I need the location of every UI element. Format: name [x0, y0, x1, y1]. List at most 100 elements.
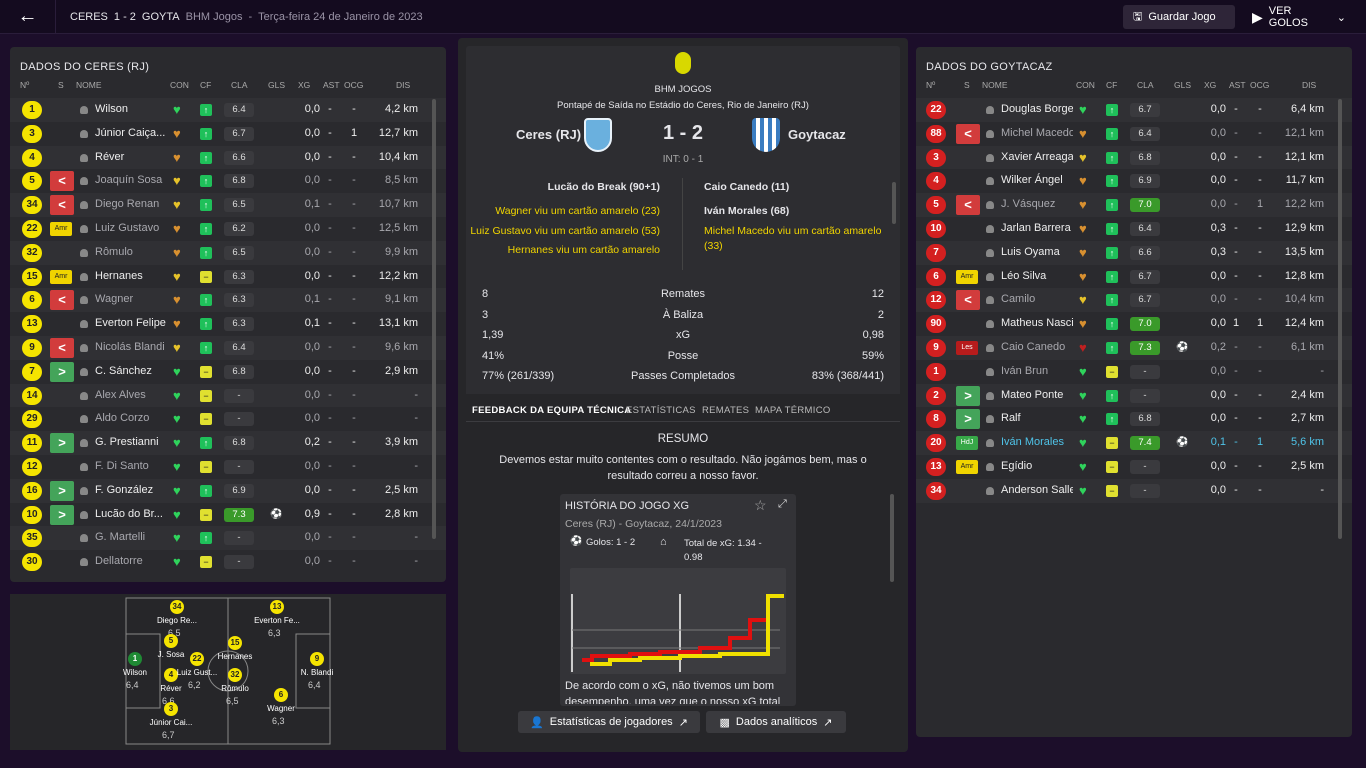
player-row[interactable]: 10 > Lucão do Br... ♥ −7.3 ⚽ 0,9- -2,8 km — [10, 503, 446, 527]
player-name[interactable]: Everton Felipe — [95, 317, 166, 330]
player-row[interactable]: 8 > Ralf ♥ ↑ 6.8 0,0- -2,7 km — [916, 407, 1352, 431]
player-row[interactable]: 14 Alex Alves ♥ − -0,0- - - — [10, 383, 446, 408]
star-icon[interactable]: ☆ — [754, 497, 767, 513]
player-name[interactable]: Michel Macedo — [1001, 126, 1073, 139]
player-row[interactable]: 13 Everton Felipe ♥ ↑ 6.3 0,1- -13,1 km — [10, 312, 446, 336]
table-scrollbar[interactable] — [1338, 99, 1342, 539]
player-name[interactable]: Alex Alves — [95, 388, 146, 401]
player-name[interactable]: Wagner — [95, 293, 134, 306]
player-name[interactable]: Rômulo — [95, 245, 133, 258]
player-name[interactable]: Xavier Arreaga — [1001, 150, 1073, 163]
player-row[interactable]: 35 G. Martelli ♥ ↑ -0,0- - - — [10, 526, 446, 551]
player-name[interactable]: Réver — [95, 150, 125, 163]
tab-3[interactable]: MAPA TÉRMICO — [755, 405, 831, 416]
back-arrow-icon[interactable]: ← — [0, 0, 56, 34]
player-row[interactable]: 1 Iván Brun ♥ − -0,0- - - — [916, 360, 1352, 384]
player-row[interactable]: 6 < Wagner ♥ ↑ 6.3 0,1- -9,1 km — [10, 288, 446, 313]
player-name[interactable]: Caio Canedo — [1001, 341, 1066, 353]
pitch-player-number[interactable]: 5 — [164, 634, 178, 648]
player-name[interactable]: F. González — [95, 483, 154, 496]
view-goals-button[interactable]: ▶ VER GOLOS ⌄ — [1242, 5, 1356, 29]
player-row[interactable]: 29 Aldo Corzo ♥ − -0,0- - - — [10, 407, 446, 431]
player-row[interactable]: 2 > Mateo Ponte ♥ ↑ -0,0- -2,4 km — [916, 383, 1352, 408]
save-game-button[interactable]: 🖫 Guardar Jogo — [1123, 5, 1235, 29]
player-row[interactable]: 88 < Michel Macedo ♥ ↑ 6.4 0,0- -12,1 km — [916, 122, 1352, 146]
pitch-player-number[interactable]: 6 — [274, 688, 288, 702]
player-name[interactable]: Ralf — [1001, 412, 1021, 425]
player-name[interactable]: Anderson Salles — [1001, 483, 1073, 496]
player-name[interactable]: Nicolás Blandi — [95, 341, 165, 353]
player-name[interactable]: Luis Oyama — [1001, 245, 1060, 258]
tab-0[interactable]: FEEDBACK DA EQUIPA TÉCNICA — [472, 405, 632, 416]
pitch-player-number[interactable]: 9 — [310, 652, 324, 666]
player-row[interactable]: 22 Douglas Borges ♥ ↑ 6.7 0,0- -6,4 km — [916, 98, 1352, 122]
player-name[interactable]: Wilson — [95, 103, 129, 115]
player-name[interactable]: G. Martelli — [95, 531, 146, 544]
player-stats-button[interactable]: 👤 Estatísticas de jogadores ↗ — [518, 711, 700, 733]
player-row[interactable]: 3 Xavier Arreaga ♥ ↑ 6.8 0,0- -12,1 km — [916, 145, 1352, 170]
analytics-button[interactable]: ▩ Dados analíticos ↗ — [706, 711, 846, 733]
player-name[interactable]: C. Sánchez — [95, 364, 152, 377]
player-row[interactable]: 7 > C. Sánchez ♥ −6.8 0,0- -2,9 km — [10, 360, 446, 384]
table-scrollbar[interactable] — [432, 99, 436, 539]
player-row[interactable]: 12 < Camilo ♥ ↑ 6.7 0,0- -10,4 km — [916, 288, 1352, 313]
expand-icon[interactable]: ⤢ — [778, 498, 787, 510]
player-row[interactable]: 6 Amr Léo Silva ♥ ↑ 6.7 0,0- -12,8 km — [916, 265, 1352, 289]
player-row[interactable]: 22 Amr Luiz Gustavo ♥ ↑ 6.2 0,0- -12,5 km — [10, 217, 446, 241]
pitch-player-number[interactable]: 13 — [270, 600, 284, 614]
player-row[interactable]: 15 Amr Hernanes ♥ −6.3 0,0- -12,2 km — [10, 265, 446, 289]
player-name[interactable]: Léo Silva — [1001, 269, 1047, 282]
player-row[interactable]: 5 < J. Vásquez ♥ ↑ 7.0 0,0- 1 12,2 km — [916, 193, 1352, 217]
player-name[interactable]: G. Prestianni — [95, 436, 159, 449]
player-row[interactable]: 16 > F. González ♥ ↑ 6.9 0,0- -2,5 km — [10, 478, 446, 503]
player-name[interactable]: Luiz Gustavo — [95, 222, 160, 234]
feedback-scrollbar[interactable] — [890, 494, 894, 582]
player-row[interactable]: 90 Matheus Nasci... ♥ ↑ 7.0 0,0 1 1 12,4 km — [916, 312, 1352, 336]
pitch-player-number[interactable]: 4 — [164, 668, 178, 682]
player-row[interactable]: 11 > G. Prestianni ♥ ↑ 6.8 0,2- -3,9 km — [10, 431, 446, 455]
player-name[interactable]: Joaquín Sosa — [95, 174, 163, 187]
player-name[interactable]: Diego Renan — [95, 198, 160, 211]
player-name[interactable]: Aldo Corzo — [95, 412, 150, 425]
player-name[interactable]: Douglas Borges — [1001, 103, 1073, 115]
player-row[interactable]: 9 < Nicolás Blandi ♥ ↑ 6.4 0,0- -9,6 km — [10, 336, 446, 360]
player-row[interactable]: 9 Les Caio Canedo ♥ ↑ 7.3 ⚽ 0,2- -6,1 km — [916, 336, 1352, 360]
player-name[interactable]: Wilker Ángel — [1001, 174, 1063, 187]
player-name[interactable]: Iván Morales — [1001, 436, 1064, 449]
pitch-player-number[interactable]: 32 — [228, 668, 242, 682]
player-row[interactable]: 10 Jarlan Barrera ♥ ↑ 6.4 0,3- -12,9 km — [916, 217, 1352, 241]
player-row[interactable]: 4 Wilker Ángel ♥ ↑ 6.9 0,0- -11,7 km — [916, 169, 1352, 193]
events-scrollbar[interactable] — [892, 182, 896, 224]
player-name[interactable]: Jarlan Barrera — [1001, 222, 1071, 234]
player-row[interactable]: 7 Luis Oyama ♥ ↑ 6.6 0,3- -13,5 km — [916, 240, 1352, 265]
player-row[interactable]: 30 Dellatorre ♥ − -0,0- - - — [10, 550, 446, 574]
pitch-player-number[interactable]: 15 — [228, 636, 242, 650]
player-name[interactable]: Egídio — [1001, 460, 1033, 472]
pitch-player-number[interactable]: 1 — [128, 652, 142, 666]
player-row[interactable]: 1 Wilson ♥ ↑ 6.4 0,0- -4,2 km — [10, 98, 446, 122]
tab-2[interactable]: REMATES — [702, 405, 750, 416]
player-row[interactable]: 3 Júnior Caiça... ♥ ↑ 6.7 0,0- 1 12,7 km — [10, 122, 446, 146]
player-name[interactable]: F. Di Santo — [95, 460, 149, 472]
player-name[interactable]: Iván Brun — [1001, 364, 1049, 377]
pitch-player-number[interactable]: 34 — [170, 600, 184, 614]
player-row[interactable]: 32 Rômulo ♥ ↑ 6.5 0,0- -9,9 km — [10, 240, 446, 265]
player-name[interactable]: Camilo — [1001, 293, 1036, 306]
player-row[interactable]: 13 Amr Egídio ♥ − -0,0- -2,5 km — [916, 455, 1352, 479]
player-name[interactable]: Matheus Nasci... — [1001, 317, 1073, 330]
player-row[interactable]: 34 < Diego Renan ♥ ↑ 6.5 0,1- -10,7 km — [10, 193, 446, 217]
pitch-player-number[interactable]: 22 — [190, 652, 204, 666]
pitch-player-number[interactable]: 3 — [164, 702, 178, 716]
player-name[interactable]: Mateo Ponte — [1001, 388, 1064, 401]
player-name[interactable]: Júnior Caiça... — [95, 126, 166, 139]
player-name[interactable]: J. Vásquez — [1001, 198, 1056, 211]
player-row[interactable]: 12 F. Di Santo ♥ − -0,0- - - — [10, 455, 446, 479]
tab-1[interactable]: ESTATÍSTICAS — [626, 405, 696, 416]
player-name[interactable]: Hernanes — [95, 269, 143, 282]
player-row[interactable]: 4 Réver ♥ ↑ 6.6 0,0- -10,4 km — [10, 145, 446, 170]
player-name[interactable]: Lucão do Br... — [95, 507, 163, 520]
player-name[interactable]: Dellatorre — [95, 555, 143, 568]
player-row[interactable]: 20 HdJ Iván Morales ♥ −7.4 ⚽ 0,1- 1 5,6 km — [916, 431, 1352, 455]
player-row[interactable]: 5 < Joaquín Sosa ♥ ↑ 6.8 0,0- -8,5 km — [10, 169, 446, 193]
